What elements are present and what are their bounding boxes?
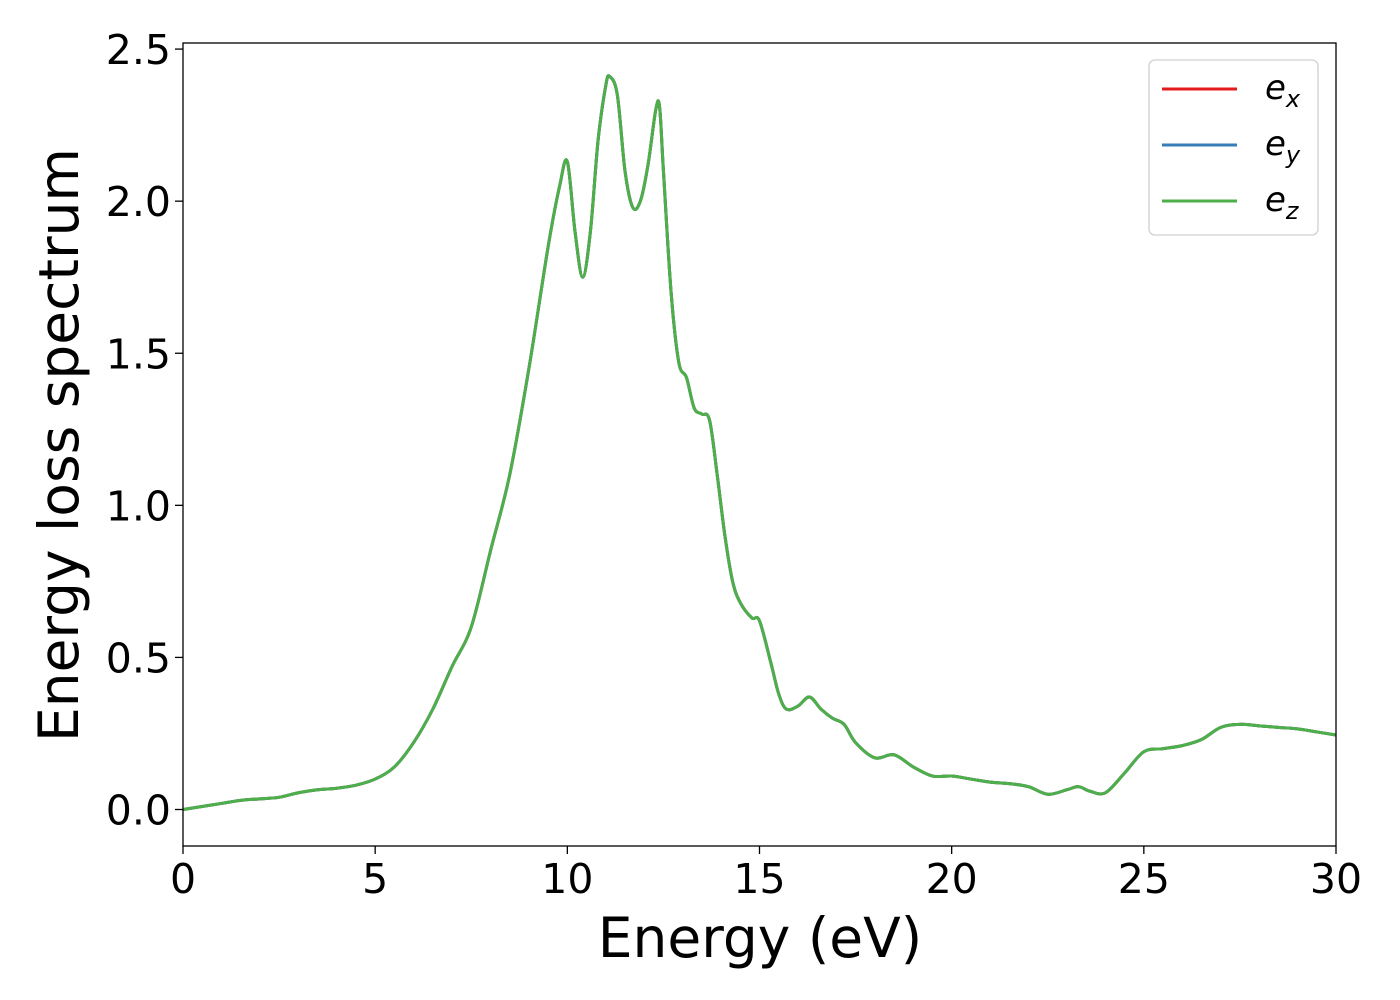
y-tick-label: 2.0 (106, 178, 171, 226)
legend-box (1148, 59, 1319, 236)
y-tick-label: 1.0 (106, 482, 171, 530)
x-tick-label: 20 (926, 855, 978, 903)
legend: ex ey ez (1148, 59, 1319, 236)
legend-label-x: ex (1265, 68, 1301, 113)
x-tick-label: 25 (1118, 855, 1170, 903)
legend-label-y: ey (1265, 124, 1301, 169)
x-axis-label: Energy (eV) (598, 906, 922, 970)
axes: 0 5 10 15 20 25 30 0.0 0.5 1.0 1.5 2.0 2.5 (106, 26, 1362, 903)
x-tick-label: 10 (541, 855, 593, 903)
x-tick-label: 30 (1310, 855, 1362, 903)
series-line-e-z (183, 74, 1336, 811)
y-axis-label: Energy loss spectrum (27, 148, 91, 742)
x-tick-label: 5 (362, 855, 388, 903)
x-tick-label: 15 (733, 855, 785, 903)
x-tick-label: 0 (170, 855, 196, 903)
y-tick-label: 0.5 (106, 634, 171, 682)
legend-label-z: ez (1265, 180, 1300, 225)
plot-area (183, 74, 1336, 811)
y-tick-label: 2.5 (106, 26, 171, 74)
y-tick-label: 0.0 (106, 787, 171, 835)
y-tick-label: 1.5 (106, 330, 171, 378)
